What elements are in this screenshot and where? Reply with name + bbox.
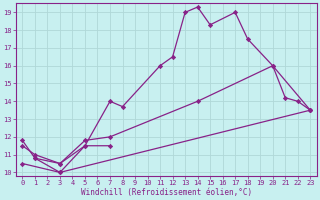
X-axis label: Windchill (Refroidissement éolien,°C): Windchill (Refroidissement éolien,°C): [81, 188, 252, 197]
